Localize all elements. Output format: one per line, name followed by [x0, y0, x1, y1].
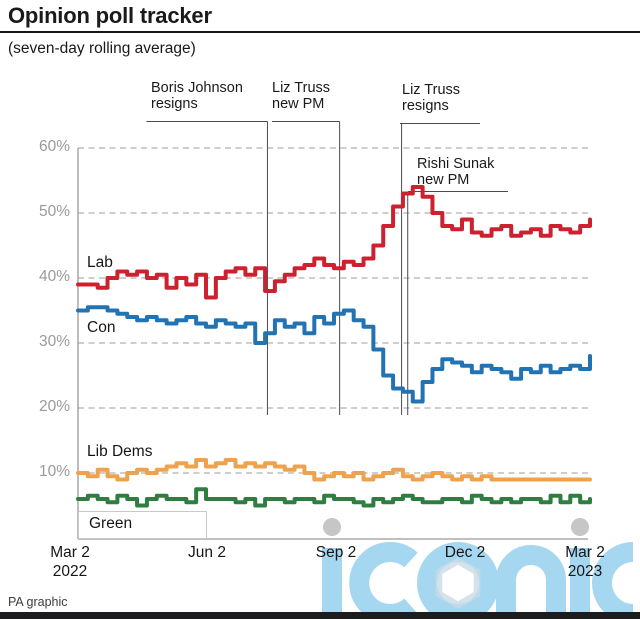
series-line-green — [76, 487, 592, 508]
annotation-line: Liz Truss — [272, 80, 331, 96]
annotation-line: new PM — [272, 96, 325, 112]
x-tick-mar-2023: Mar 2 2023 — [540, 543, 630, 581]
annotation-line: Boris Johnson — [151, 80, 243, 96]
watermark-i-dot — [323, 518, 341, 536]
watermark-i-dot — [571, 518, 589, 536]
y-tick-60: 60% — [38, 138, 70, 155]
chart-subtitle: (seven-day rolling average) — [8, 40, 196, 57]
green-label-box — [78, 511, 207, 539]
annotation-boris-johnson-resigns: Boris Johnson resigns — [151, 80, 243, 112]
series-line-lab — [76, 185, 592, 300]
series-line-lib-dems — [76, 458, 592, 482]
annotation-line: Rishi Sunak — [417, 156, 495, 172]
series-label-con: Con — [87, 319, 116, 336]
series-label-green: Green — [89, 515, 133, 532]
x-tick-line: Mar 2 — [50, 544, 90, 561]
x-tick-line: Jun 2 — [188, 544, 226, 561]
x-tick-line: Sep 2 — [315, 544, 357, 561]
annotation-liz-truss-resigns: Liz Truss resigns — [402, 82, 460, 114]
watermark-hexagon — [435, 557, 481, 609]
series-line-con — [76, 305, 592, 404]
x-tick-dec: Dec 2 — [420, 543, 510, 562]
annotation-line: resigns — [402, 98, 449, 114]
series-label-lab: Lab — [87, 254, 113, 271]
title-rule — [0, 31, 640, 33]
x-tick-line: 2022 — [52, 563, 88, 580]
watermark-letter-c — [592, 542, 634, 619]
source-credit: PA graphic — [8, 595, 68, 609]
x-tick-sep: Sep 2 — [291, 543, 381, 562]
annotation-line: new PM — [417, 172, 470, 188]
x-tick-line: 2023 — [567, 563, 603, 580]
x-tick-line: Dec 2 — [444, 544, 486, 561]
series-label-lib-dems: Lib Dems — [87, 443, 153, 460]
annotation-rishi-sunak-new-pm: Rishi Sunak new PM — [417, 156, 494, 188]
y-tick-50: 50% — [38, 203, 70, 220]
y-tick-40: 40% — [38, 268, 70, 285]
x-tick-line: Mar 2 — [565, 544, 605, 561]
x-tick-jun: Jun 2 — [162, 543, 252, 562]
y-tick-10: 10% — [38, 463, 70, 480]
x-tick-mar-2022: Mar 2 2022 — [25, 543, 115, 581]
annotation-liz-truss-new-pm: Liz Truss new PM — [272, 80, 330, 112]
annotation-line: resigns — [151, 96, 198, 112]
bottom-bar — [0, 612, 640, 619]
y-tick-20: 20% — [38, 398, 70, 415]
y-tick-30: 30% — [38, 333, 70, 350]
annotation-line: Liz Truss — [402, 82, 461, 98]
watermark-letter-n — [496, 545, 566, 614]
page-title: Opinion poll tracker — [8, 3, 212, 28]
